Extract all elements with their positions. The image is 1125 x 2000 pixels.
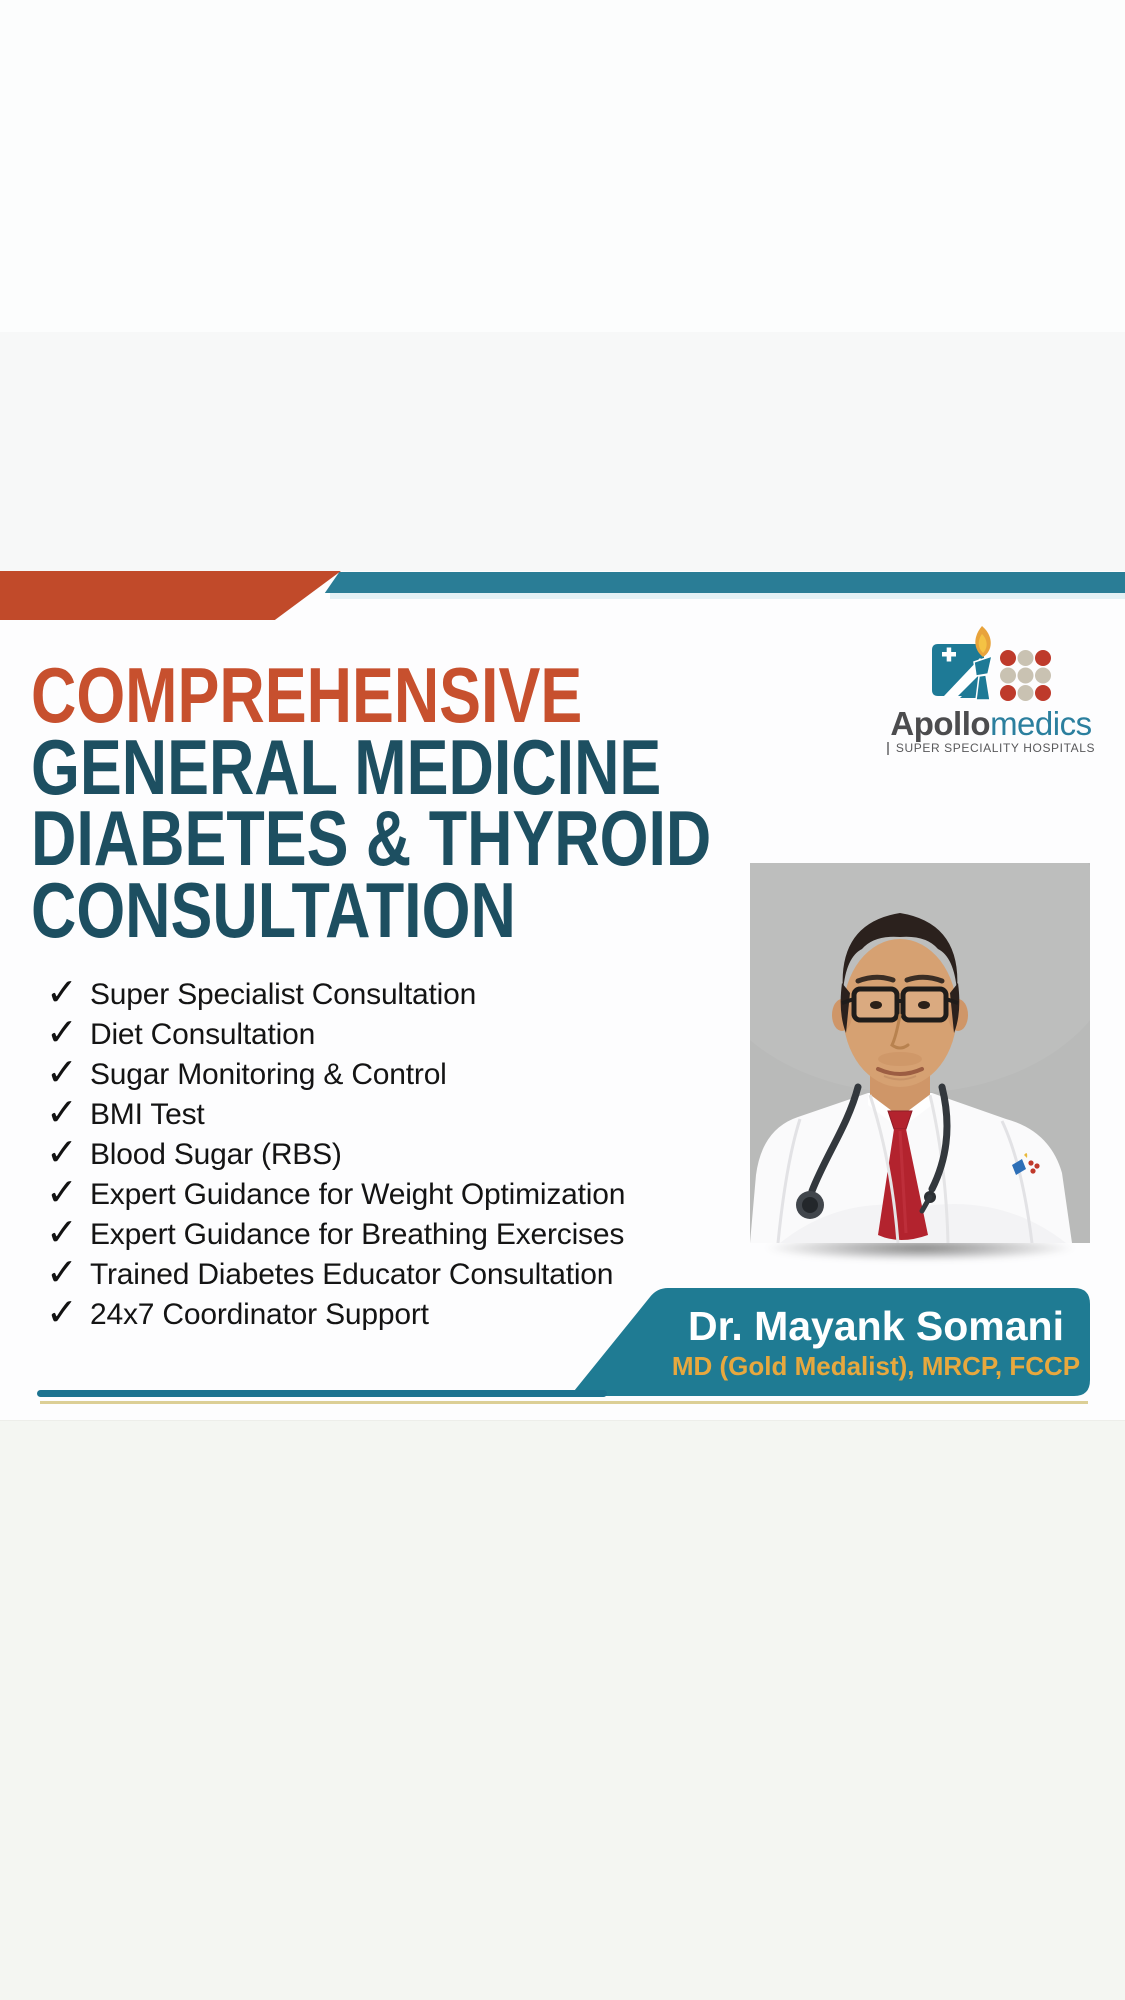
checkmark-icon: ✓ xyxy=(46,1092,78,1134)
checklist-item-label: Super Specialist Consultation xyxy=(90,978,477,1011)
checklist-item-label: Trained Diabetes Educator Consultation xyxy=(90,1258,614,1291)
doctor-name-banner xyxy=(570,1288,1090,1396)
checklist-item-label: 24x7 Coordinator Support xyxy=(90,1298,429,1331)
checklist-item: ✓ Trained Diabetes Educator Consultation xyxy=(46,1252,625,1295)
checkmark-icon: ✓ xyxy=(46,1132,78,1174)
checklist-item: ✓ Sugar Monitoring & Control xyxy=(46,1052,625,1095)
brand-wordmark: Apollomedics xyxy=(866,707,1116,740)
checkmark-icon: ✓ xyxy=(46,1212,78,1254)
background-top xyxy=(0,0,1125,332)
footer-rule-gold xyxy=(40,1401,1088,1404)
checklist-item-label: Blood Sugar (RBS) xyxy=(90,1138,342,1171)
header-band-orange xyxy=(0,571,341,620)
coat-logo-mark xyxy=(1012,1153,1040,1175)
checklist-item-label: Expert Guidance for Breathing Exercises xyxy=(90,1218,625,1251)
headline-line-2: GENERAL MEDICINE xyxy=(31,722,662,811)
checklist-item: ✓ Blood Sugar (RBS) xyxy=(46,1132,625,1175)
checklist-item: ✓ BMI Test xyxy=(46,1092,625,1135)
checkmark-icon: ✓ xyxy=(46,1252,78,1294)
apollomedics-logo: Apollomedics SUPER SPECIALITY HOSPITALS xyxy=(866,624,1116,757)
doctor-portrait-illustration xyxy=(750,863,1090,1243)
headline: COMPREHENSIVE GENERAL MEDICINE DIABETES … xyxy=(31,651,876,954)
brand-apollo: Apollo xyxy=(890,705,991,742)
header-band-teal xyxy=(324,572,1125,593)
headline-line-4: CONSULTATION xyxy=(31,865,516,954)
headline-line-3: DIABETES & THYROID xyxy=(31,794,712,882)
checkmark-icon: ✓ xyxy=(46,1052,78,1094)
doctor-credentials: MD (Gold Medalist), MRCP, FCCP xyxy=(671,1351,1081,1381)
brand-medics: medics xyxy=(990,705,1092,742)
checklist-item: ✓ Diet Consultation xyxy=(46,1012,625,1055)
brand-tagline: SUPER SPECIALITY HOSPITALS xyxy=(886,742,1095,755)
checkmark-icon: ✓ xyxy=(46,1012,78,1054)
checklist-item-label: Diet Consultation xyxy=(90,1018,316,1051)
checklist-item-label: Expert Guidance for Weight Optimization xyxy=(90,1178,626,1211)
checklist-item-label: Sugar Monitoring & Control xyxy=(90,1058,447,1091)
checklist-item-label: BMI Test xyxy=(90,1098,205,1131)
doctor-name: Dr. Mayank Somani xyxy=(688,1303,1064,1349)
doctor-photo xyxy=(750,863,1090,1243)
background-upper xyxy=(0,332,1125,571)
doctor-name-block: Dr. Mayank Somani MD (Gold Medalist), MR… xyxy=(570,1288,1090,1396)
checklist-item: ✓ Super Specialist Consultation xyxy=(46,972,625,1015)
apollomedics-logo-icon xyxy=(932,626,1051,701)
footer-rule-teal xyxy=(37,1390,607,1397)
checkmark-icon: ✓ xyxy=(46,972,78,1014)
background-bottom xyxy=(0,1420,1125,2000)
checklist-item: ✓ 24x7 Coordinator Support xyxy=(46,1292,625,1335)
checklist-item: ✓ Expert Guidance for Breathing Exercises xyxy=(46,1212,625,1255)
checkmark-icon: ✓ xyxy=(46,1292,78,1334)
header-band-highlight xyxy=(330,593,1125,599)
checkmark-icon: ✓ xyxy=(46,1172,78,1214)
headline-line-1: COMPREHENSIVE xyxy=(31,651,583,739)
services-checklist: ✓ Super Specialist Consultation ✓ Diet Cons… xyxy=(46,972,626,1335)
checklist-item: ✓ Expert Guidance for Weight Optimization xyxy=(46,1172,626,1215)
